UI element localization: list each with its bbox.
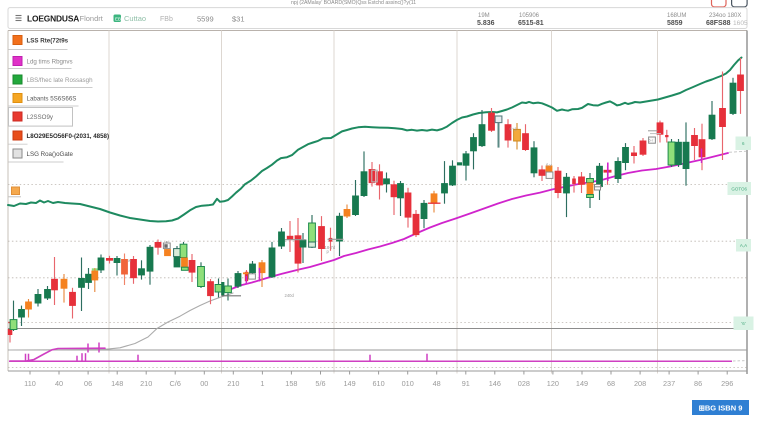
svg-text:6+1: 6+1 — [510, 127, 518, 132]
svg-text:105906: 105906 — [519, 13, 540, 19]
svg-text:18-7d: 18-7d — [325, 245, 336, 250]
svg-text:148: 148 — [111, 379, 123, 388]
svg-text:GOTO6: GOTO6 — [731, 186, 747, 191]
svg-text:120: 120 — [547, 379, 559, 388]
svg-text:npj (2AMalay’ BOARD(SMO)Qss E: npj (2AMalay’ BOARD(SMO)Qss Estchd assin… — [291, 0, 416, 6]
svg-text:5/6: 5/6 — [315, 379, 325, 388]
svg-text:149: 149 — [576, 379, 588, 388]
svg-text:Cuttao: Cuttao — [124, 14, 146, 23]
svg-text:Flondrt: Flondrt — [80, 14, 104, 23]
svg-text:168UM: 168UM — [667, 13, 686, 19]
svg-text:240d: 240d — [285, 293, 295, 298]
svg-text:w: w — [128, 258, 132, 263]
svg-text:210: 210 — [227, 379, 239, 388]
svg-text:210: 210 — [140, 379, 152, 388]
svg-text:1605: 1605 — [733, 20, 748, 27]
svg-text:C/6: C/6 — [170, 379, 181, 388]
svg-text:237: 237 — [663, 379, 675, 388]
svg-text:00: 00 — [200, 379, 208, 388]
svg-text:5.836: 5.836 — [477, 20, 495, 27]
svg-text:6-r: 6-r — [649, 139, 654, 143]
svg-text:48: 48 — [433, 379, 441, 388]
svg-text:146: 146 — [489, 379, 501, 388]
svg-text:06: 06 — [84, 379, 92, 388]
svg-text:149: 149 — [344, 379, 356, 388]
svg-text:EB: EB — [115, 16, 121, 21]
svg-text:$31: $31 — [232, 14, 245, 23]
svg-text:68FS88: 68FS88 — [706, 20, 731, 27]
svg-text:LSG Roa()oGate: LSG Roa()oGate — [27, 151, 74, 158]
svg-text:6: 6 — [742, 141, 745, 146]
svg-text:234oo 180X: 234oo 180X — [709, 13, 741, 19]
svg-text:L8O29E5O56F0-(2031, 4858): L8O29E5O56F0-(2031, 4858) — [27, 133, 110, 140]
svg-text:158: 158 — [285, 379, 297, 388]
svg-text:LBS/fhec late Rossasgh: LBS/fhec late Rossasgh — [27, 77, 94, 84]
svg-text:L2SSO9y: L2SSO9y — [27, 114, 54, 121]
svg-text:91: 91 — [462, 379, 470, 388]
svg-text:010: 010 — [402, 379, 414, 388]
svg-text:110: 110 — [24, 379, 36, 388]
svg-text:208: 208 — [634, 379, 646, 388]
svg-text:68: 68 — [607, 379, 615, 388]
svg-text:Ldg tims Rbgnvs: Ldg tims Rbgnvs — [27, 58, 73, 65]
svg-text:⊞BG ISBN 9: ⊞BG ISBN 9 — [699, 404, 743, 413]
svg-text:5599: 5599 — [197, 14, 214, 23]
svg-text:1: 1 — [260, 379, 264, 388]
svg-text:6515-81: 6515-81 — [518, 20, 544, 27]
svg-text:5859: 5859 — [667, 20, 683, 27]
svg-text:40: 40 — [55, 379, 63, 388]
svg-text:6 y: 6 y — [546, 163, 552, 168]
svg-text:Labants 5S6S66S: Labants 5S6S66S — [27, 95, 77, 102]
svg-text:610: 610 — [373, 379, 385, 388]
svg-text:028: 028 — [518, 379, 530, 388]
svg-text:LOEGNDUSA: LOEGNDUSA — [27, 13, 79, 23]
svg-text:'6': '6' — [741, 321, 745, 326]
svg-text:296: 296 — [721, 379, 733, 388]
svg-text:86: 86 — [694, 379, 702, 388]
svg-text:A,A: A,A — [740, 243, 747, 248]
svg-text:LSS Rte(72t9s: LSS Rte(72t9s — [27, 37, 69, 44]
svg-text:19M: 19M — [478, 13, 490, 19]
svg-text:p: p — [327, 249, 330, 254]
svg-text:FBb: FBb — [160, 16, 173, 23]
